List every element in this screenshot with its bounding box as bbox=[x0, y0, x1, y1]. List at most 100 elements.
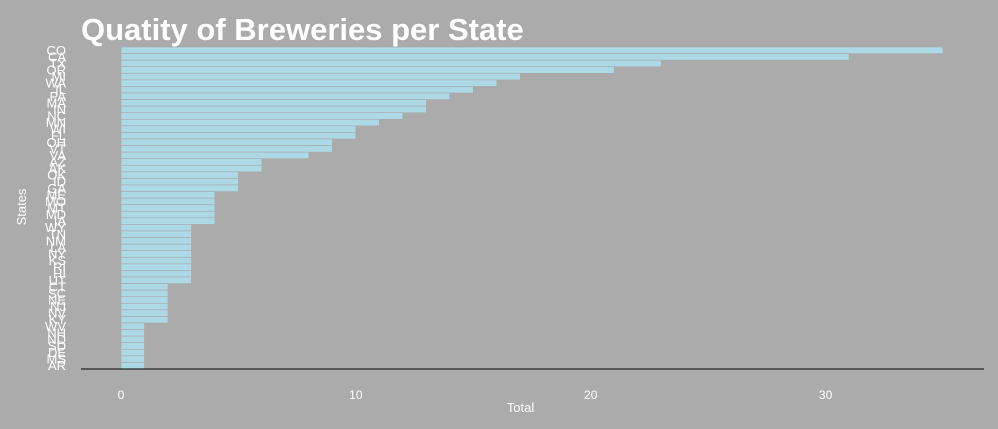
bar-nv bbox=[120, 309, 169, 317]
category-label-az: AZ bbox=[49, 155, 66, 170]
category-label-md: MD bbox=[46, 207, 66, 222]
category-label-wi: WI bbox=[50, 122, 66, 137]
category-label-ma: MA bbox=[47, 95, 67, 110]
category-label-ks: KS bbox=[49, 253, 67, 268]
bar-ar bbox=[120, 362, 145, 370]
bar-ne bbox=[120, 296, 169, 304]
bar-wv bbox=[120, 322, 145, 330]
category-label-ny: NY bbox=[48, 247, 66, 262]
bar-ma bbox=[120, 99, 427, 107]
category-label-mt: MT bbox=[47, 201, 66, 216]
x-axis-title: Total bbox=[507, 400, 535, 415]
category-label-ms: MS bbox=[47, 352, 67, 367]
category-label-ky: KY bbox=[49, 312, 67, 327]
category-label-ia: IA bbox=[54, 214, 67, 229]
bar-ak bbox=[120, 164, 263, 173]
bar-wa bbox=[120, 79, 498, 87]
category-label-ct: CT bbox=[49, 279, 66, 294]
category-label-hi: HI bbox=[53, 266, 66, 281]
category-label-vt: VT bbox=[49, 141, 66, 156]
bar-ia bbox=[120, 217, 216, 225]
x-tick-labels: 0 10 20 30 bbox=[118, 388, 833, 402]
bar-mi bbox=[120, 72, 521, 81]
bar-in bbox=[120, 105, 427, 114]
bar-az bbox=[120, 158, 263, 166]
category-label-id: ID bbox=[53, 174, 66, 189]
bar-nd bbox=[120, 335, 145, 344]
bar-pa bbox=[120, 92, 451, 100]
category-label-or: OR bbox=[47, 63, 67, 78]
bar-de bbox=[120, 348, 145, 357]
bar-md bbox=[120, 210, 216, 219]
bar-hi bbox=[120, 270, 192, 278]
bar-ok bbox=[120, 171, 239, 179]
category-label-de: DE bbox=[48, 345, 66, 360]
category-label-ri: RI bbox=[53, 260, 66, 275]
bar-sc bbox=[120, 289, 169, 298]
category-label-mo: MO bbox=[45, 194, 66, 209]
category-label-mn: MN bbox=[46, 115, 66, 130]
category-label-ga: GA bbox=[47, 181, 66, 196]
bar-ky bbox=[120, 316, 169, 324]
x-tick-label: 20 bbox=[584, 388, 598, 402]
bar-wy bbox=[120, 224, 192, 232]
category-label-nv: NV bbox=[48, 306, 66, 321]
bar-ga bbox=[120, 184, 239, 192]
category-label-nj: NJ bbox=[50, 299, 66, 314]
bar-fl bbox=[120, 132, 357, 140]
category-label-va: VA bbox=[50, 148, 67, 163]
bar-vt bbox=[120, 145, 333, 153]
category-label-sc: SC bbox=[48, 286, 66, 301]
category-labels: COCATXORMIWAILPAMAINNCMNWIFLOHVTVAAZAKOK… bbox=[45, 43, 66, 373]
bar-ut bbox=[120, 276, 192, 284]
bar-wi bbox=[120, 125, 357, 133]
category-label-ca: CA bbox=[48, 49, 66, 64]
bar-nc bbox=[120, 112, 404, 120]
bar-id bbox=[120, 178, 239, 186]
x-tick-label: 10 bbox=[349, 388, 363, 402]
bar-mn bbox=[120, 118, 380, 127]
bar-ny bbox=[120, 250, 192, 258]
bar-nj bbox=[120, 302, 169, 311]
bar-ms bbox=[120, 355, 145, 363]
category-label-ok: OK bbox=[47, 168, 66, 183]
bar-ks bbox=[120, 256, 192, 265]
x-tick-label: 0 bbox=[118, 388, 125, 402]
category-label-in: IN bbox=[53, 102, 66, 117]
bar-co bbox=[120, 46, 944, 54]
bar-ca bbox=[120, 53, 850, 61]
category-label-sd: SD bbox=[48, 339, 66, 354]
bar-la bbox=[120, 243, 192, 252]
category-label-wv: WV bbox=[45, 319, 66, 334]
bar-va bbox=[120, 151, 310, 160]
category-label-nh: NH bbox=[47, 325, 66, 340]
bars-layer bbox=[120, 46, 944, 370]
category-label-il: IL bbox=[55, 82, 66, 97]
category-label-fl: FL bbox=[51, 128, 66, 143]
bar-tn bbox=[120, 230, 192, 238]
y-axis-title: States bbox=[14, 188, 29, 225]
category-label-la: LA bbox=[50, 240, 66, 255]
bar-or bbox=[120, 66, 615, 74]
category-label-ut: UT bbox=[49, 273, 66, 288]
bar-il bbox=[120, 86, 474, 94]
bar-sd bbox=[120, 342, 145, 350]
category-label-tn: TN bbox=[49, 227, 66, 242]
bar-oh bbox=[120, 138, 333, 146]
bar-ct bbox=[120, 283, 169, 291]
category-label-nd: ND bbox=[47, 332, 66, 347]
category-label-ne: NE bbox=[48, 293, 66, 308]
bar-me bbox=[120, 191, 216, 199]
category-label-oh: OH bbox=[47, 135, 67, 150]
category-label-nc: NC bbox=[47, 109, 66, 124]
category-label-nm: NM bbox=[46, 233, 66, 248]
bar-nm bbox=[120, 237, 192, 245]
bar-mo bbox=[120, 197, 216, 206]
x-tick-label: 30 bbox=[819, 388, 833, 402]
category-label-me: ME bbox=[47, 187, 67, 202]
category-label-mi: MI bbox=[52, 69, 66, 84]
category-label-ar: AR bbox=[48, 358, 66, 373]
category-label-wy: WY bbox=[45, 220, 66, 235]
category-label-ak: AK bbox=[49, 161, 67, 176]
